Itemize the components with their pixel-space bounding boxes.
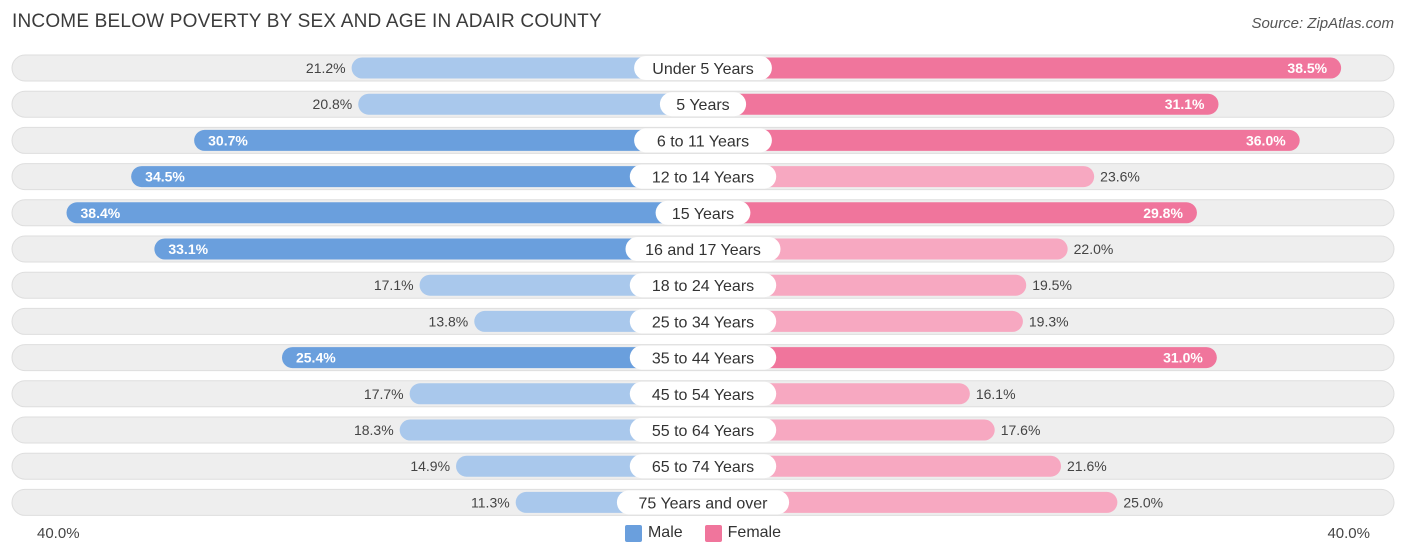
legend-item-female: Female xyxy=(704,524,782,542)
female-value-label: 21.6% xyxy=(1067,458,1107,474)
source-note: Source: ZipAtlas.com xyxy=(1251,15,1394,32)
chart-row: 20.8% 31.1% 5 Years xyxy=(11,90,1395,118)
chart-row: 34.5% 23.6% 12 to 14 Years xyxy=(11,163,1395,191)
category-pill xyxy=(629,309,777,334)
female-value-label: 16.1% xyxy=(976,386,1016,402)
female-value-label: 22.0% xyxy=(1074,241,1114,257)
female-bar xyxy=(703,166,1095,188)
female-bar xyxy=(703,238,1068,260)
category-pill xyxy=(616,490,790,515)
legend-male-label: Male xyxy=(647,524,683,541)
category-label: 18 to 24 Years xyxy=(652,278,754,295)
legend-female-label: Female xyxy=(727,524,782,541)
category-label: 65 to 74 Years xyxy=(652,459,754,476)
chart-title: INCOME BELOW POVERTY BY SEX AND AGE IN A… xyxy=(12,11,602,32)
category-pill xyxy=(655,200,751,225)
category-label: 6 to 11 Years xyxy=(657,133,749,150)
female-bar xyxy=(703,491,1118,513)
female-value-label: 31.1% xyxy=(1165,96,1205,112)
axis-left-label: 40.0% xyxy=(37,525,80,542)
male-value-label: 14.9% xyxy=(410,458,450,474)
male-value-label: 18.3% xyxy=(354,422,394,438)
chart-row: 38.4% 29.8% 15 Years xyxy=(11,199,1395,227)
male-value-label: 21.2% xyxy=(306,60,346,76)
male-value-label: 17.1% xyxy=(374,277,414,293)
female-swatch-icon xyxy=(704,524,722,542)
chart-row: 21.2% 38.5% Under 5 Years xyxy=(11,54,1395,82)
category-label: 55 to 64 Years xyxy=(652,423,754,440)
male-swatch-icon xyxy=(624,524,642,542)
male-value-label: 11.3% xyxy=(471,494,510,510)
chart-row: 33.1% 22.0% 16 and 17 Years xyxy=(11,235,1395,263)
chart-row: 13.8% 19.3% 25 to 34 Years xyxy=(11,307,1395,335)
legend: Male Female xyxy=(0,524,1406,542)
female-bar xyxy=(703,57,1342,79)
category-pill xyxy=(629,418,777,442)
male-value-label: 25.4% xyxy=(296,350,336,366)
category-pill xyxy=(629,454,777,479)
female-bar xyxy=(703,419,995,441)
axis-right-label: 40.0% xyxy=(1327,525,1370,542)
category-pill xyxy=(629,381,777,406)
chart-row: 17.7% 16.1% 45 to 54 Years xyxy=(11,380,1395,408)
category-label: 75 Years and over xyxy=(639,495,769,512)
male-bar xyxy=(358,93,703,115)
male-value-label: 38.4% xyxy=(81,205,121,221)
category-pill xyxy=(629,164,777,189)
male-bar xyxy=(131,166,704,188)
category-pill xyxy=(629,273,777,298)
category-label: 16 and 17 Years xyxy=(645,242,761,259)
female-bar xyxy=(703,93,1219,115)
female-bar xyxy=(703,129,1300,151)
female-bar xyxy=(703,455,1062,477)
chart-row: 14.9% 21.6% 65 to 74 Years xyxy=(11,452,1395,480)
chart-row: 18.3% 17.6% 55 to 64 Years xyxy=(11,416,1395,444)
female-value-label: 25.0% xyxy=(1123,494,1163,510)
category-label: 45 to 54 Years xyxy=(652,387,754,404)
female-value-label: 29.8% xyxy=(1143,205,1183,221)
chart-row: 11.3% 25.0% 75 Years and over xyxy=(11,488,1395,516)
male-value-label: 33.1% xyxy=(168,241,208,257)
category-pill xyxy=(634,128,772,153)
female-bar xyxy=(703,310,1023,332)
male-bar xyxy=(399,419,703,441)
male-value-label: 13.8% xyxy=(429,313,469,329)
male-bar xyxy=(154,238,703,260)
female-bar xyxy=(703,274,1027,296)
male-bar xyxy=(66,202,703,224)
chart-row: 25.4% 31.0% 35 to 44 Years xyxy=(11,344,1395,372)
male-value-label: 30.7% xyxy=(208,132,248,148)
male-value-label: 17.7% xyxy=(364,386,404,402)
category-label: 15 Years xyxy=(672,206,734,223)
category-pill xyxy=(634,56,772,80)
female-value-label: 17.6% xyxy=(1001,422,1041,438)
legend-item-male: Male xyxy=(624,524,683,542)
female-value-label: 38.5% xyxy=(1287,60,1327,76)
female-bar xyxy=(703,202,1197,224)
male-value-label: 20.8% xyxy=(313,96,353,112)
bar-chart: 21.2% 38.5% Under 5 Years 20.8% 31.1% 5 Years… xyxy=(11,54,1395,516)
chart-row: 17.1% 19.5% 18 to 24 Years xyxy=(11,271,1395,299)
category-label: 12 to 14 Years xyxy=(652,170,754,187)
female-value-label: 31.0% xyxy=(1163,350,1203,366)
category-label: Under 5 Years xyxy=(652,61,753,78)
category-label: 5 Years xyxy=(676,97,729,114)
female-value-label: 36.0% xyxy=(1246,132,1286,148)
female-value-label: 19.5% xyxy=(1032,277,1072,293)
female-value-label: 23.6% xyxy=(1100,169,1140,185)
male-bar xyxy=(281,347,703,369)
female-bar xyxy=(703,347,1217,369)
category-label: 25 to 34 Years xyxy=(652,314,754,331)
category-pill xyxy=(659,92,747,117)
male-bar xyxy=(351,57,703,79)
category-label: 35 to 44 Years xyxy=(652,351,754,368)
male-value-label: 34.5% xyxy=(145,169,185,185)
category-pill xyxy=(625,237,781,261)
chart-row: 30.7% 36.0% 6 to 11 Years xyxy=(11,126,1395,154)
female-value-label: 19.3% xyxy=(1029,313,1069,329)
male-bar xyxy=(409,383,703,405)
category-pill xyxy=(629,345,777,370)
male-bar xyxy=(194,129,703,151)
